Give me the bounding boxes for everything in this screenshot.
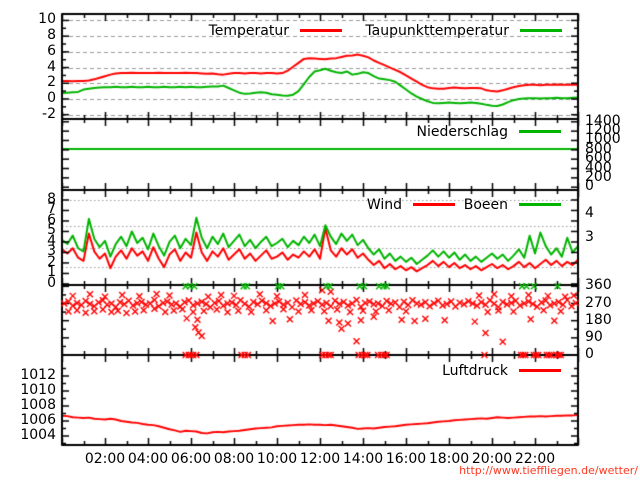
- y-tick-label-temperature: -2: [42, 105, 56, 122]
- x-tick-label: 16:00: [385, 451, 427, 467]
- legend-boeen-label: Boeen: [463, 196, 508, 213]
- y-tick-label-wind: 6: [47, 211, 56, 228]
- x-tick-label: 20:00: [471, 451, 513, 467]
- legend-taupunkttemperatur-line: [520, 29, 562, 32]
- y-tick-label-wind: 8: [47, 190, 56, 207]
- legend-luftdruck-label: Luftdruck: [442, 362, 508, 379]
- y-tick-label-niederschlag: 400: [585, 159, 612, 176]
- y-tick-label-temperature: 10: [38, 11, 56, 28]
- legend-niederschlag-line: [519, 130, 561, 133]
- x-tick-label: 14:00: [342, 451, 384, 467]
- y-tick-label-niederschlag: 0: [585, 178, 594, 195]
- y-tick-label-richtung: 360: [585, 277, 612, 294]
- legend-luftdruck: Luftdruck: [390, 362, 561, 379]
- legend-niederschlag: Niederschlag: [390, 123, 561, 140]
- y-tick-label-niederschlag: 1000: [585, 131, 621, 148]
- x-tick-label: 06:00: [170, 451, 212, 467]
- y-tick-label-luftdruck: 1010: [20, 382, 56, 398]
- legend-temperatur-line: [300, 29, 342, 32]
- y-tick-label-richtung: 180: [585, 311, 612, 328]
- y-tick-label-temperature: 2: [47, 74, 56, 91]
- y-tick-label-richtung: 270: [585, 294, 612, 311]
- y-tick-label-temperature: 8: [47, 27, 56, 44]
- y-tick-label-wind: 3: [47, 243, 56, 260]
- y-tick-label-luftdruck: 1012: [20, 367, 56, 383]
- legend-boeen-line: [519, 203, 561, 206]
- y-tick-label-niederschlag: 1200: [585, 122, 621, 139]
- y-tick-label-wind: 2: [47, 253, 56, 270]
- legend-wind: Wind: [330, 196, 455, 213]
- x-tick-label: 12:00: [299, 451, 341, 467]
- y-tick-label-temperature: 4: [47, 58, 56, 75]
- y-tick-label-temperature: 6: [47, 42, 56, 59]
- x-tick-label: 10:00: [256, 451, 298, 467]
- y-tick-label-wind: 5: [47, 222, 56, 239]
- y-tick-label-richtung: 90: [585, 328, 603, 345]
- legend-temperatur-label: Temperatur: [208, 22, 289, 39]
- y-tick-label-luftdruck: 1008: [20, 397, 56, 413]
- beaufort-label: 4: [585, 204, 594, 221]
- legend-temperatur: Temperatur: [180, 22, 342, 39]
- x-tick-label: 18:00: [428, 451, 470, 467]
- x-tick-label: 08:00: [213, 451, 255, 467]
- y-tick-label-richtung: 0: [585, 346, 594, 362]
- legend-luftdruck-line: [519, 369, 561, 372]
- x-tick-label: 02:00: [84, 451, 126, 467]
- y-tick-label-temperature: 0: [47, 89, 56, 106]
- y-tick-label-niederschlag: 200: [585, 168, 612, 185]
- legend-boeen: Boeen: [430, 196, 561, 213]
- legend-taupunkttemperatur-label: Taupunkttemperatur: [365, 22, 509, 39]
- legend-taupunkttemperatur: Taupunkttemperatur: [350, 22, 562, 39]
- y-tick-label-niederschlag: 800: [585, 140, 612, 157]
- legend-niederschlag-label: Niederschlag: [416, 123, 508, 140]
- y-tick-label-niederschlag: 1400: [585, 112, 621, 129]
- x-tick-label: 04:00: [127, 451, 169, 467]
- source-url-note: http://www.tieffliegen.de/wetter/: [459, 464, 638, 477]
- legend-wind-line: [413, 203, 455, 206]
- x-tick-label: 22:00: [514, 451, 556, 467]
- y-tick-label-luftdruck: 1004: [20, 427, 56, 443]
- y-tick-label-luftdruck: 1006: [20, 412, 56, 428]
- y-tick-label-wind: 7: [47, 201, 56, 218]
- beaufort-label: 3: [585, 229, 594, 246]
- y-tick-label-wind: 4: [47, 232, 56, 249]
- y-tick-label-wind: 0: [47, 274, 56, 291]
- y-tick-label-wind: 1: [47, 264, 56, 281]
- y-tick-label-niederschlag: 600: [585, 150, 612, 167]
- legend-wind-label: Wind: [366, 196, 402, 213]
